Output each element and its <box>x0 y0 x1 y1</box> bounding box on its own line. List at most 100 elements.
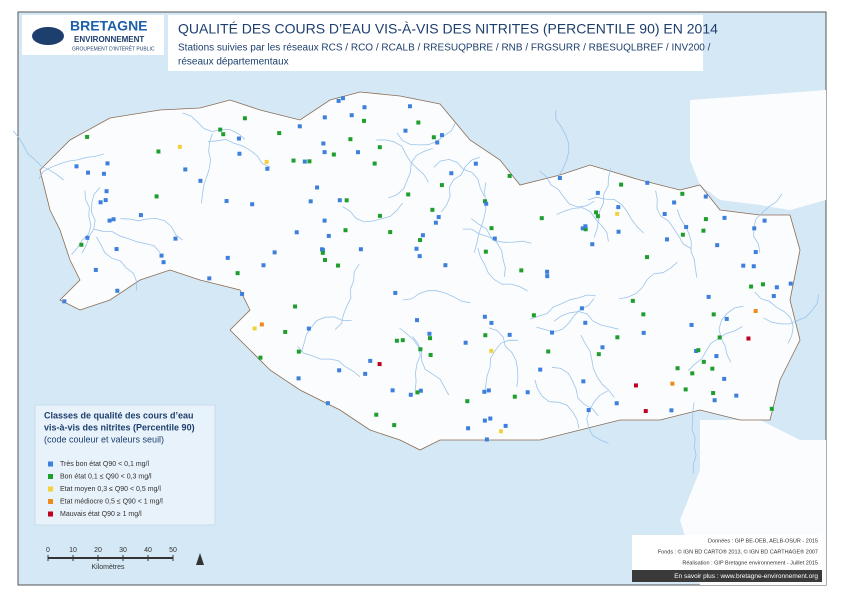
station-marker <box>235 271 240 276</box>
credit-line: Réalisation : GIP Bretagne environnement… <box>682 560 818 566</box>
station-marker <box>403 128 408 133</box>
station-marker <box>414 318 419 323</box>
station-marker <box>484 201 489 206</box>
station-marker <box>363 371 368 376</box>
river <box>593 168 612 238</box>
station-marker <box>531 313 536 318</box>
river <box>399 327 421 391</box>
station-marker <box>711 312 716 317</box>
station-marker <box>753 250 758 255</box>
station-marker <box>749 284 754 289</box>
station-marker <box>343 228 348 233</box>
river <box>556 207 609 242</box>
river <box>200 133 213 204</box>
scale-tick-label: 40 <box>144 547 152 554</box>
river <box>655 190 692 249</box>
station-marker <box>615 335 620 340</box>
river <box>182 112 246 140</box>
station-marker <box>670 381 675 386</box>
normandy <box>690 90 826 210</box>
river <box>120 218 184 241</box>
river <box>81 187 101 254</box>
station-marker <box>417 254 422 259</box>
station-marker <box>503 423 508 428</box>
station-marker <box>550 330 555 335</box>
river <box>388 148 433 199</box>
north-arrow <box>196 553 204 565</box>
station-marker <box>512 394 517 399</box>
station-marker <box>616 205 621 210</box>
river <box>376 139 429 183</box>
station-marker <box>583 320 588 325</box>
station-marker <box>322 218 327 223</box>
scale-tick-label: 0 <box>46 547 50 554</box>
station-marker <box>264 159 269 164</box>
station-marker <box>297 124 302 129</box>
logo-tagline: GROUPEMENT D'INTÉRÊT PUBLIC <box>72 44 155 52</box>
station-marker <box>414 246 419 251</box>
credit-link[interactable]: En savoir plus : www.bretagne-environnem… <box>674 573 818 580</box>
station-marker <box>93 267 98 272</box>
station-marker <box>240 291 245 296</box>
station-marker <box>586 408 591 413</box>
scale-tick-label: 20 <box>94 547 102 554</box>
station-marker <box>439 183 444 188</box>
station-marker <box>104 189 109 194</box>
river <box>412 336 450 396</box>
river <box>297 346 361 378</box>
river <box>688 326 743 372</box>
station-marker <box>616 229 621 234</box>
station-marker <box>546 349 551 354</box>
station-marker <box>633 383 638 388</box>
station-marker <box>337 198 342 203</box>
scale-tick-label: 50 <box>169 547 177 554</box>
legend-box <box>34 404 216 526</box>
station-marker <box>710 366 715 371</box>
station-marker <box>706 294 711 299</box>
station-marker <box>669 408 674 413</box>
credit-line: Données : GIP BE-OEB, AELB-OSUR - 2015 <box>708 538 818 544</box>
station-marker <box>407 104 412 109</box>
station-marker <box>439 133 444 138</box>
station-marker <box>326 233 331 238</box>
station-marker <box>596 352 601 357</box>
station-marker <box>689 322 694 327</box>
station-marker <box>715 243 720 248</box>
station-marker <box>237 151 242 156</box>
station-marker <box>752 226 757 231</box>
station-marker <box>734 393 739 398</box>
legend-label: Mauvais état Q90 ≥ 1 mg/l <box>60 511 142 518</box>
station-marker <box>265 166 270 171</box>
river <box>580 335 615 398</box>
station-marker <box>390 388 395 393</box>
station-marker <box>488 416 493 421</box>
river <box>38 153 104 180</box>
station-marker <box>394 338 399 343</box>
station-marker <box>372 161 377 166</box>
station-marker <box>717 335 722 340</box>
station-marker <box>680 232 685 237</box>
title: QUALITÉ DES COURS D’EAU VIS-À-VIS DES NI… <box>178 21 718 37</box>
station-marker <box>483 249 488 254</box>
legend-label: Etat moyen 0,3 ≤ Q90 < 0,5 mg/l <box>60 486 161 493</box>
station-marker <box>581 379 586 384</box>
river <box>396 122 456 146</box>
station-marker <box>696 348 701 353</box>
station-marker <box>443 263 448 268</box>
station-marker <box>690 371 695 376</box>
station-marker <box>344 198 349 203</box>
station-marker <box>545 274 550 279</box>
station-marker <box>236 136 241 141</box>
station-marker <box>762 218 767 223</box>
station-marker <box>538 367 543 372</box>
station-marker <box>600 345 605 350</box>
station-marker <box>358 247 363 252</box>
station-marker <box>225 255 230 260</box>
river <box>536 298 595 333</box>
station-marker <box>302 159 307 164</box>
station-marker <box>98 200 103 205</box>
station-marker <box>336 263 341 268</box>
station-marker <box>320 248 325 253</box>
station-marker <box>177 144 182 149</box>
station-marker <box>722 215 727 220</box>
